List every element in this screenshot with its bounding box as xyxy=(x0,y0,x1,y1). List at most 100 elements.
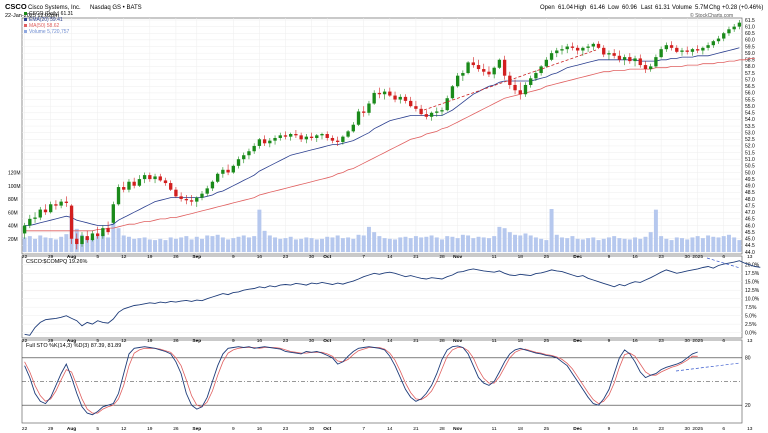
volume-bar xyxy=(226,239,231,252)
volume-label: Volume xyxy=(672,5,693,11)
rs-line-layer xyxy=(24,260,761,336)
rs-x-tick-label: 6 xyxy=(722,338,725,344)
price-tick-label: 51.0 xyxy=(745,157,755,163)
legend-volume: Volume 5,720,757 xyxy=(29,29,70,35)
price-tick-label: 48.0 xyxy=(745,197,755,203)
volume-bar xyxy=(648,232,653,252)
low-value: 60.96 xyxy=(622,5,638,11)
volume-bar xyxy=(111,223,116,252)
candle-body xyxy=(268,140,272,144)
rs-x-tick-label: Oct xyxy=(323,338,331,344)
volume-bar xyxy=(586,238,591,252)
sto-x-axis: 22 29 Aug 5 12 19 26 Sep 9 16 23 30 Oct 7 14 21 28 Nov 11 1… xyxy=(22,426,753,432)
candle-body xyxy=(132,181,136,186)
price-x-tick-label: 2025 xyxy=(692,254,703,260)
volume-bar xyxy=(283,238,288,252)
candlesticks xyxy=(22,20,742,250)
candle-body xyxy=(586,46,590,48)
rs-x-tick-label: 2025 xyxy=(692,338,703,344)
sto-x-tick-label: Sep xyxy=(192,426,201,432)
volume-bar xyxy=(680,238,684,252)
volume-bar xyxy=(653,209,658,252)
price-x-tick-label: 11 xyxy=(492,254,497,260)
candle-body xyxy=(685,50,689,52)
rs-x-tick-label: 30 xyxy=(309,338,315,344)
price-x-tick-label: 13 xyxy=(747,254,753,260)
candle-body xyxy=(445,98,449,111)
rs-tick-label: 2.5% xyxy=(745,322,757,328)
candle-body xyxy=(649,66,653,70)
volume-bar xyxy=(413,236,418,252)
open-label: Open xyxy=(540,5,555,11)
candle-body xyxy=(148,175,152,180)
rs-x-tick-label: 25 xyxy=(544,338,550,344)
volume-bar xyxy=(147,239,152,252)
sto-x-tick-label: 23 xyxy=(283,426,289,432)
volume-bar xyxy=(22,237,27,252)
volume-bar xyxy=(664,238,669,252)
candle-body xyxy=(299,135,303,140)
volume-bar xyxy=(95,236,100,252)
rs-grid xyxy=(22,264,742,333)
open-value: 61.04 xyxy=(558,5,574,11)
trendline xyxy=(423,49,597,111)
rs-tick-label: 0.0% xyxy=(745,330,757,336)
volume-bar xyxy=(726,234,731,252)
price-tick-label: 61.5 xyxy=(745,18,755,24)
volume-bar xyxy=(617,238,622,252)
candle-body xyxy=(158,176,162,181)
candle-body xyxy=(242,155,246,160)
volume-bar xyxy=(299,238,304,252)
sto-x-tick-label: Oct xyxy=(323,426,331,432)
price-x-tick-label: 14 xyxy=(387,254,393,260)
candle-body xyxy=(622,57,627,60)
candle-body xyxy=(424,114,429,117)
candle-body xyxy=(388,91,392,96)
sto-x-tick-label: Nov xyxy=(453,426,462,432)
volume-bar xyxy=(90,238,95,252)
volume-bar xyxy=(434,237,439,252)
price-x-tick-label: 18 xyxy=(518,254,524,260)
volume-bar xyxy=(325,236,330,252)
candle-body xyxy=(101,228,105,237)
candle-body xyxy=(200,193,204,198)
candle-body xyxy=(560,49,564,51)
volume-bar xyxy=(320,238,324,252)
volume-bar xyxy=(690,237,695,252)
price-tick-label: 46.5 xyxy=(745,217,755,223)
price-x-tick-label: Aug xyxy=(67,254,76,260)
rs-x-tick-label: 12 xyxy=(121,338,127,344)
candle-body xyxy=(43,209,48,213)
candle-body xyxy=(356,111,361,125)
candle-body xyxy=(75,238,79,245)
rs-x-tick-label: 21 xyxy=(413,338,419,344)
volume-bar xyxy=(85,237,90,252)
price-tick-label: 58.0 xyxy=(745,64,755,70)
volume-bar xyxy=(304,237,309,252)
moving-averages xyxy=(24,47,755,232)
price-tick-label: 56.0 xyxy=(745,91,755,97)
chart-company: Cisco Systems, Inc. xyxy=(28,5,81,11)
volume-bar xyxy=(643,236,648,252)
volume-bar xyxy=(601,238,606,252)
candle-body xyxy=(64,201,69,203)
candle-body xyxy=(153,176,157,180)
sto-x-tick-label: 9 xyxy=(608,426,611,432)
candle-body xyxy=(393,95,397,100)
rs-x-tick-label: 11 xyxy=(492,338,497,344)
volume-bar xyxy=(168,237,173,252)
candle-body xyxy=(664,45,669,50)
high-value: 61.46 xyxy=(590,5,606,11)
candle-body xyxy=(163,180,168,184)
sto-x-tick-label: 11 xyxy=(492,426,497,432)
volume-bar xyxy=(633,237,638,252)
candle-body xyxy=(111,204,115,223)
volume-bar xyxy=(455,238,460,252)
candle-body xyxy=(335,140,340,142)
price-x-tick-label: Dec xyxy=(573,254,582,260)
price-tick-label: 48.5 xyxy=(745,190,755,196)
price-tick-label: 49.0 xyxy=(745,184,755,190)
candle-body xyxy=(419,108,423,115)
rs-y-axis: 20.0%17.5%15.0%12.5%10.0%7.5%5.0%2.5%0.0… xyxy=(745,263,760,337)
candle-body xyxy=(28,218,32,226)
